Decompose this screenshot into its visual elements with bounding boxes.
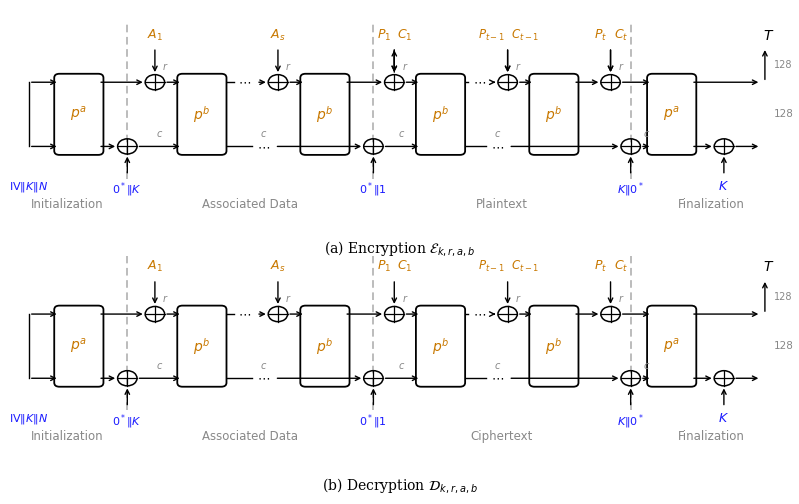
Text: $C_1$: $C_1$ bbox=[397, 259, 413, 274]
Text: $\mathrm{IV}\|K\|N$: $\mathrm{IV}\|K\|N$ bbox=[10, 180, 49, 194]
Text: Finalization: Finalization bbox=[678, 429, 745, 443]
Text: $r$: $r$ bbox=[285, 293, 292, 304]
Text: $T$: $T$ bbox=[763, 29, 774, 42]
FancyBboxPatch shape bbox=[54, 74, 103, 155]
Text: $P_t$: $P_t$ bbox=[594, 27, 607, 42]
Text: $c$: $c$ bbox=[399, 361, 406, 371]
Text: Plaintext: Plaintext bbox=[476, 198, 528, 211]
Text: $c$: $c$ bbox=[156, 361, 163, 371]
FancyBboxPatch shape bbox=[54, 305, 103, 387]
Text: $r$: $r$ bbox=[402, 293, 408, 304]
Text: $c$: $c$ bbox=[399, 130, 406, 140]
Text: $\cdots$: $\cdots$ bbox=[491, 372, 503, 385]
Text: (b) Decryption $\mathcal{D}_{k,r,a,b}$: (b) Decryption $\mathcal{D}_{k,r,a,b}$ bbox=[322, 476, 477, 495]
Text: $p^b$: $p^b$ bbox=[432, 336, 449, 357]
Text: 128: 128 bbox=[774, 292, 793, 301]
Text: $0^*\|K$: $0^*\|K$ bbox=[113, 180, 142, 199]
FancyBboxPatch shape bbox=[416, 305, 465, 387]
Text: (a) Encryption $\mathcal{E}_{k,r,a,b}$: (a) Encryption $\mathcal{E}_{k,r,a,b}$ bbox=[324, 239, 475, 259]
Text: Initialization: Initialization bbox=[31, 429, 104, 443]
FancyBboxPatch shape bbox=[529, 305, 578, 387]
Text: $p^b$: $p^b$ bbox=[316, 336, 333, 357]
Text: $c$: $c$ bbox=[642, 130, 650, 140]
Text: $r$: $r$ bbox=[515, 293, 522, 304]
Text: $P_1$: $P_1$ bbox=[377, 27, 392, 42]
Text: $r$: $r$ bbox=[285, 61, 292, 72]
Text: $p^a$: $p^a$ bbox=[70, 105, 87, 124]
Text: $p^b$: $p^b$ bbox=[432, 104, 449, 125]
Text: $\cdots$: $\cdots$ bbox=[256, 140, 270, 153]
Text: $\cdots$: $\cdots$ bbox=[491, 140, 503, 153]
Text: 128: 128 bbox=[774, 341, 793, 351]
Text: $P_{t-1}$: $P_{t-1}$ bbox=[478, 259, 505, 274]
Text: $p^b$: $p^b$ bbox=[193, 336, 210, 357]
Text: $p^b$: $p^b$ bbox=[545, 104, 562, 125]
Text: Ciphertext: Ciphertext bbox=[471, 429, 533, 443]
Text: $p^a$: $p^a$ bbox=[663, 105, 680, 124]
Text: $P_1$: $P_1$ bbox=[377, 259, 392, 274]
Text: Associated Data: Associated Data bbox=[202, 429, 298, 443]
Text: $p^b$: $p^b$ bbox=[193, 104, 210, 125]
Text: $C_{t-1}$: $C_{t-1}$ bbox=[511, 27, 539, 42]
FancyBboxPatch shape bbox=[416, 74, 465, 155]
Text: $r$: $r$ bbox=[162, 61, 169, 72]
FancyBboxPatch shape bbox=[177, 305, 226, 387]
Text: $0^*\|K$: $0^*\|K$ bbox=[113, 412, 142, 431]
Text: $\cdots$: $\cdots$ bbox=[256, 372, 270, 385]
FancyBboxPatch shape bbox=[300, 74, 349, 155]
Text: $p^b$: $p^b$ bbox=[545, 336, 562, 357]
Text: $K$: $K$ bbox=[718, 412, 729, 425]
Text: $P_t$: $P_t$ bbox=[594, 259, 607, 274]
FancyBboxPatch shape bbox=[300, 305, 349, 387]
Text: $c$: $c$ bbox=[494, 361, 501, 371]
Text: $p^a$: $p^a$ bbox=[70, 337, 87, 356]
Text: Initialization: Initialization bbox=[31, 198, 104, 211]
Text: Finalization: Finalization bbox=[678, 198, 745, 211]
FancyBboxPatch shape bbox=[177, 74, 226, 155]
FancyBboxPatch shape bbox=[647, 305, 696, 387]
Text: $p^a$: $p^a$ bbox=[663, 337, 680, 356]
Text: 128: 128 bbox=[774, 109, 793, 119]
Text: $K$: $K$ bbox=[718, 180, 729, 193]
Text: $p^b$: $p^b$ bbox=[316, 104, 333, 125]
Text: $\cdots$: $\cdots$ bbox=[472, 307, 486, 321]
Text: $r$: $r$ bbox=[162, 293, 169, 304]
Text: $A_1$: $A_1$ bbox=[147, 27, 163, 42]
Text: $0^*\|1$: $0^*\|1$ bbox=[360, 180, 388, 199]
Text: $C_{t-1}$: $C_{t-1}$ bbox=[511, 259, 539, 274]
Text: $c$: $c$ bbox=[156, 130, 163, 140]
FancyBboxPatch shape bbox=[647, 74, 696, 155]
Text: $\cdots$: $\cdots$ bbox=[238, 76, 252, 89]
Text: $K\|0^*$: $K\|0^*$ bbox=[617, 412, 644, 431]
Text: $r$: $r$ bbox=[515, 61, 522, 72]
Text: $r$: $r$ bbox=[402, 61, 408, 72]
Text: $K\|0^*$: $K\|0^*$ bbox=[617, 180, 644, 199]
Text: $T$: $T$ bbox=[763, 261, 774, 274]
Text: $c$: $c$ bbox=[260, 361, 267, 371]
Text: $r$: $r$ bbox=[618, 293, 625, 304]
FancyBboxPatch shape bbox=[529, 74, 578, 155]
Text: $c$: $c$ bbox=[642, 361, 650, 371]
Text: $P_{t-1}$: $P_{t-1}$ bbox=[478, 27, 505, 42]
Text: Associated Data: Associated Data bbox=[202, 198, 298, 211]
Text: $C_t$: $C_t$ bbox=[614, 259, 628, 274]
Text: $A_s$: $A_s$ bbox=[270, 27, 286, 42]
Text: $\cdots$: $\cdots$ bbox=[238, 307, 252, 321]
Text: $A_1$: $A_1$ bbox=[147, 259, 163, 274]
Text: $A_s$: $A_s$ bbox=[270, 259, 286, 274]
Text: $C_t$: $C_t$ bbox=[614, 27, 628, 42]
Text: $0^*\|1$: $0^*\|1$ bbox=[360, 412, 388, 431]
Text: $c$: $c$ bbox=[494, 130, 501, 140]
Text: $C_1$: $C_1$ bbox=[397, 27, 413, 42]
Text: 128: 128 bbox=[774, 60, 793, 70]
Text: $r$: $r$ bbox=[618, 61, 625, 72]
Text: $\mathrm{IV}\|K\|N$: $\mathrm{IV}\|K\|N$ bbox=[10, 412, 49, 426]
Text: $c$: $c$ bbox=[260, 130, 267, 140]
Text: $\cdots$: $\cdots$ bbox=[472, 76, 486, 89]
